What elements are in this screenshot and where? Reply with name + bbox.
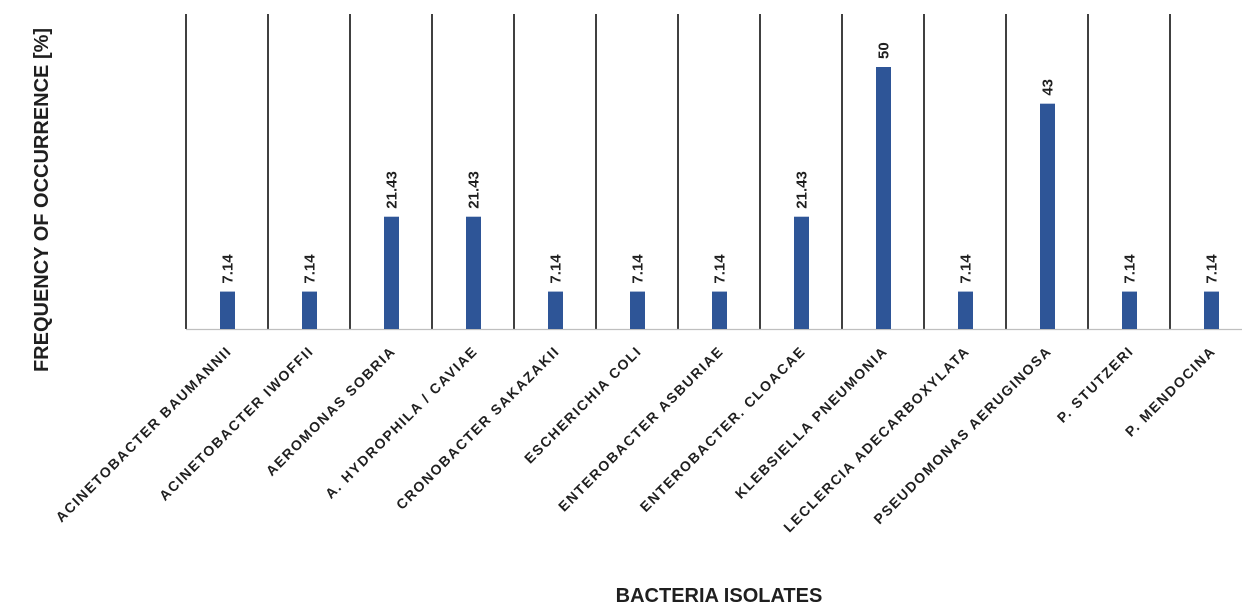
bar	[630, 291, 645, 329]
x-tick-label: P. MENDOCINA	[1122, 343, 1219, 440]
data-label: 21.43	[384, 171, 401, 209]
y-axis-title: FREQUENCY OF OCCURRENCE [%]	[31, 28, 53, 372]
data-label: 7.14	[220, 254, 237, 284]
x-tick-label: A. HYDROPHILA / CAVIAE	[322, 343, 481, 502]
x-axis-title: BACTERIA ISOLATES	[616, 585, 823, 605]
data-label: 7.14	[1122, 254, 1139, 284]
bar	[876, 67, 891, 329]
bar	[794, 216, 809, 329]
bar	[1122, 291, 1137, 329]
bar-series	[220, 67, 1219, 330]
x-tick-label: ENTEROBACTER ASBURIAE	[555, 343, 727, 515]
bar	[1204, 291, 1219, 329]
data-label: 50	[876, 42, 893, 59]
data-label: 21.43	[794, 171, 811, 209]
data-label: 7.14	[1204, 254, 1221, 284]
x-tick-label: ENTEROBACTER. CLOACAE	[637, 343, 809, 515]
bar	[548, 291, 563, 329]
x-tick-label: AEROMONAS SOBRIA	[263, 343, 399, 479]
data-label: 7.14	[958, 254, 975, 284]
bar	[712, 291, 727, 329]
x-tick-label: CRONOBACTER SAKAZAKII	[393, 343, 563, 513]
x-tick-label: KLEBSIELLA PNEUMONIA	[732, 343, 891, 502]
x-tick-label: LECLERCIA ADECARBOXYLATA	[780, 343, 972, 535]
x-tick-label: ACINETOBACTER BAUMANNII	[52, 343, 234, 525]
bar	[1040, 103, 1055, 330]
data-label: 7.14	[712, 254, 729, 284]
data-label: 7.14	[302, 254, 319, 284]
data-label: 7.14	[630, 254, 647, 284]
x-tick-label: PSEUDOMONAS AERUGINOSA	[870, 343, 1054, 527]
category-dividers	[185, 14, 1171, 329]
bar	[958, 291, 973, 329]
data-labels: 7.14 7.14 21.43 21.43 7.14 7.14 7.14 21.43 50 7.1…	[220, 42, 1221, 283]
bar	[466, 216, 481, 329]
data-label: 21.43	[466, 171, 483, 209]
data-label: 7.14	[548, 254, 565, 284]
bar	[384, 216, 399, 329]
bar	[220, 291, 235, 329]
data-label: 43	[1040, 79, 1057, 96]
x-tick-label: ACINETOBACTER IWOFFII	[156, 343, 317, 504]
x-tick-label: P. STUTZERI	[1054, 343, 1137, 426]
bar	[302, 291, 317, 329]
